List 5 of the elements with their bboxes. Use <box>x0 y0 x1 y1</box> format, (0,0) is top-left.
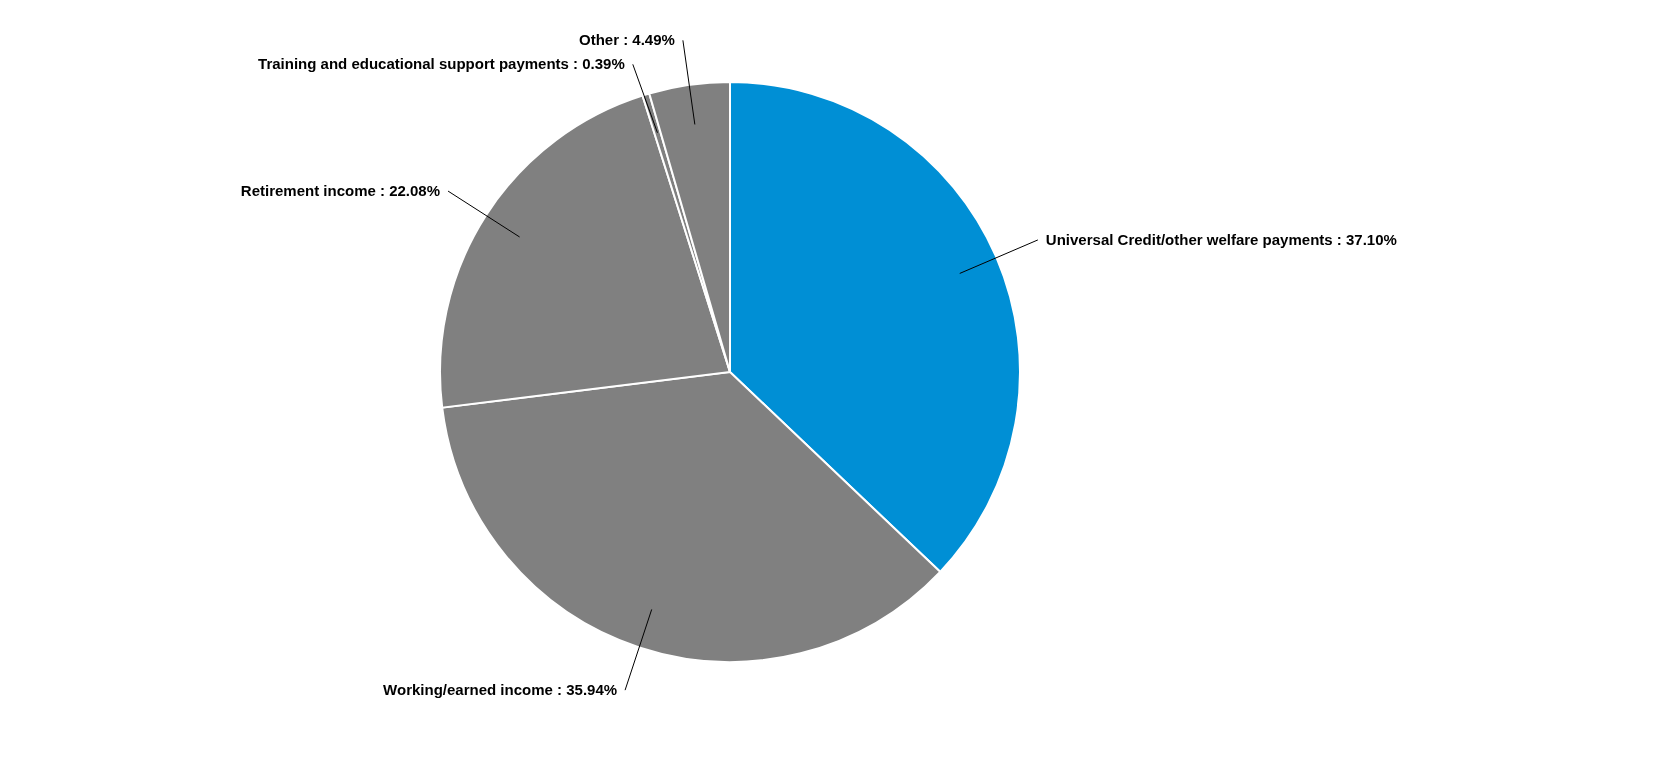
slice-label: Other : 4.49% <box>579 31 675 49</box>
slice-label: Working/earned income : 35.94% <box>383 681 618 699</box>
slice-label: Universal Credit/other welfare payments : 37.10% <box>1045 230 1397 248</box>
slice-label: Training and educational support payments : 0.39% <box>258 55 625 73</box>
slice-label: Retirement income : 22.08% <box>240 182 441 200</box>
